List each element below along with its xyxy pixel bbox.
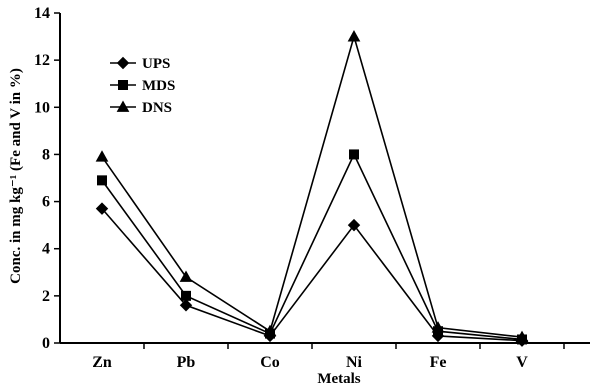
series-mds bbox=[97, 149, 527, 345]
legend-entry-dns: DNS bbox=[110, 100, 172, 116]
legend-label: DNS bbox=[142, 100, 172, 116]
series-line-ups bbox=[101, 208, 523, 342]
y-axis-title: Conc. in mg kg⁻¹ (Fe and V in %) bbox=[8, 68, 24, 284]
y-tick-label: 4 bbox=[42, 241, 50, 258]
legend-entry-mds: MDS bbox=[110, 78, 175, 94]
data-point-mds bbox=[181, 290, 191, 301]
data-point-dns bbox=[347, 30, 361, 42]
legend-label: MDS bbox=[142, 78, 175, 94]
y-tick-label: 12 bbox=[34, 52, 50, 69]
y-tick-label: 0 bbox=[42, 335, 50, 352]
series-line-mds bbox=[101, 152, 523, 341]
x-tick-label: Fe bbox=[430, 354, 447, 371]
x-tick-label: Pb bbox=[177, 354, 196, 371]
data-point-mds bbox=[349, 149, 359, 160]
data-point-mds bbox=[97, 175, 107, 186]
ticks: 0 2 4 6 8 10 12 14 Zn Pb Co Ni Fe V bbox=[34, 5, 565, 371]
axes bbox=[59, 13, 590, 344]
x-tick-label: Zn bbox=[92, 354, 112, 371]
series-ups bbox=[95, 202, 529, 347]
legend-marker bbox=[116, 56, 130, 70]
data-point-dns bbox=[431, 321, 445, 333]
legend-label: UPS bbox=[142, 56, 170, 72]
legend-marker bbox=[116, 100, 130, 112]
data-point-ups bbox=[95, 202, 109, 215]
data-point-dns bbox=[95, 150, 109, 162]
legend-marker bbox=[118, 80, 128, 90]
y-tick-label: 8 bbox=[42, 146, 50, 163]
x-tick-label: Co bbox=[260, 354, 280, 371]
x-tick-label: Ni bbox=[346, 354, 363, 371]
series bbox=[95, 30, 529, 347]
data-point-ups bbox=[179, 299, 193, 312]
data-point-ups bbox=[347, 218, 361, 232]
data-point-dns bbox=[263, 324, 277, 337]
y-tick-label: 2 bbox=[42, 288, 50, 305]
y-tick-label: 6 bbox=[42, 194, 50, 211]
series-dns bbox=[95, 30, 529, 343]
legend-entry-ups: UPS bbox=[110, 56, 170, 72]
legend: UPS MDS DNS bbox=[110, 56, 175, 116]
series-line-dns bbox=[101, 33, 523, 338]
x-tick-label: V bbox=[516, 354, 528, 371]
data-point-dns bbox=[515, 330, 529, 343]
y-tick-label: 14 bbox=[34, 5, 50, 22]
data-point-dns bbox=[179, 270, 193, 282]
y-tick-label: 10 bbox=[34, 99, 50, 116]
x-axis-title: Metals bbox=[317, 371, 360, 387]
